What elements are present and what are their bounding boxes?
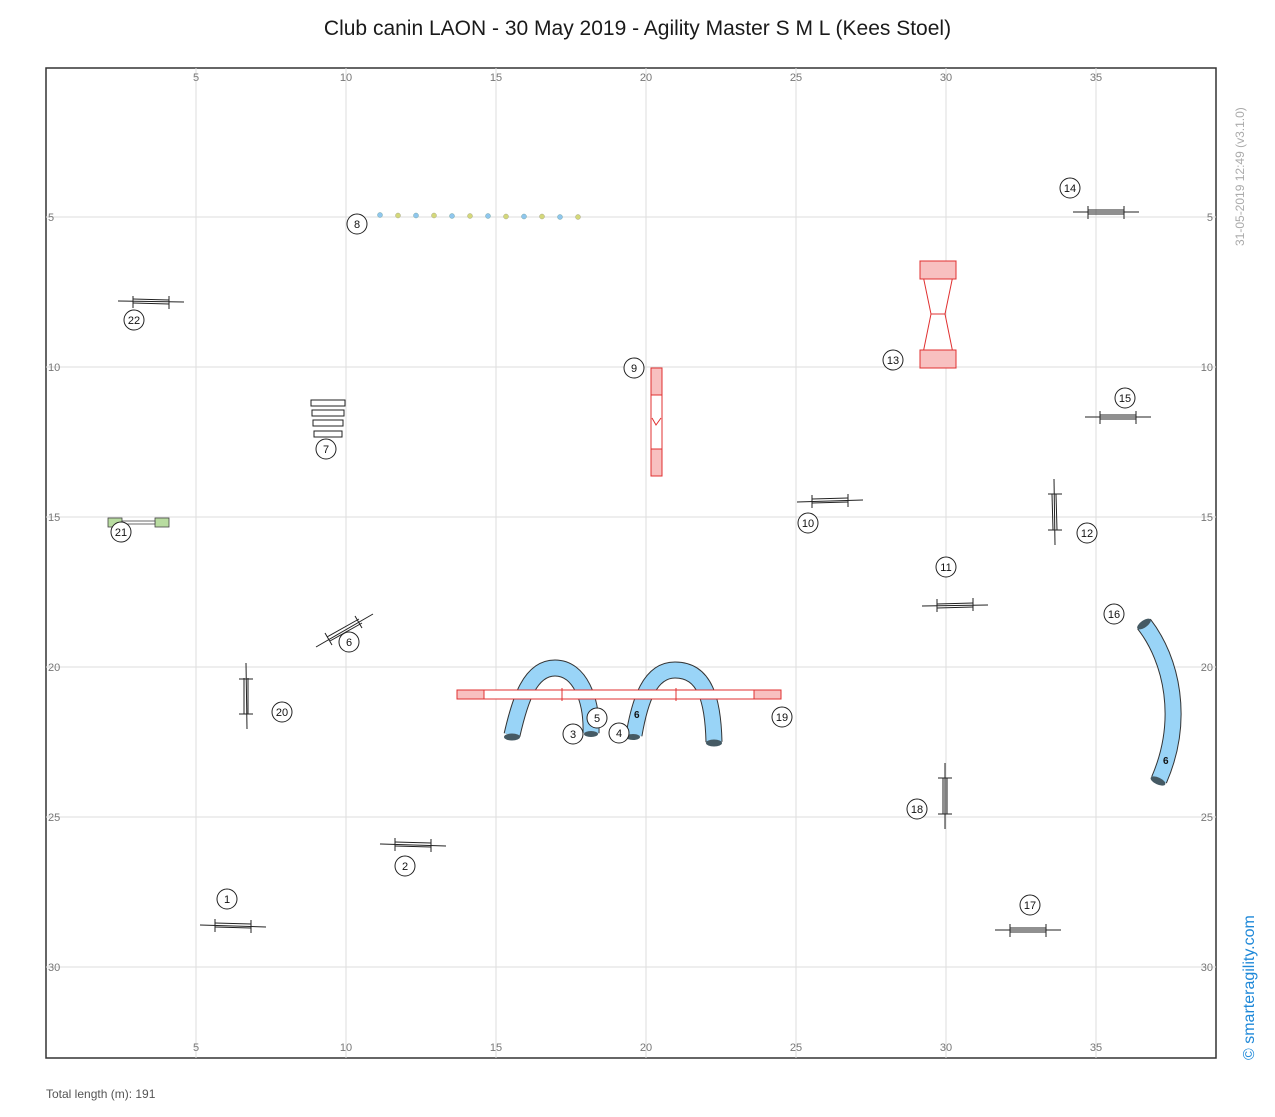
jump-obstacle [199,919,267,933]
obstacle-number-circle [623,357,645,379]
obstacle-number: 19 [776,712,788,724]
obstacle-number: 12 [1081,528,1093,540]
obstacle-number: 18 [911,804,923,816]
x-tick-bottom: 15 [490,1042,502,1054]
jump-obstacle [117,296,185,309]
obstacle-number-circle [346,213,368,235]
obstacle-number: 7 [323,444,329,456]
x-tick-bottom: 30 [940,1042,952,1054]
obstacle-number-circle [271,701,293,723]
jump-obstacle [796,494,864,508]
y-tick-left: 10 [48,362,60,374]
x-tick-bottom: 5 [193,1042,199,1054]
jump-obstacle [1073,206,1139,219]
obstacle-number-circle [394,855,416,877]
x-tick-top: 20 [640,72,652,84]
obstacle-number: 5 [594,713,600,725]
x-tick-bottom: 10 [340,1042,352,1054]
y-tick-right: 15 [1201,512,1213,524]
x-tick-top: 15 [490,72,502,84]
tunnel-length-label: 6 [1163,756,1169,767]
y-tick-right: 20 [1201,662,1213,674]
a-frame-obstacle [650,367,663,477]
obstacle-number-circle [1103,603,1125,625]
obstacle-number: 2 [402,861,408,873]
y-tick-left: 15 [48,512,60,524]
jump-obstacle [1085,411,1151,424]
obstacle-number-circle [1059,177,1081,199]
obstacle-number-circle [216,888,238,910]
obstacle-number: 14 [1064,183,1076,195]
obstacle-number-circle [1076,522,1098,544]
obstacle-number-circle [1114,387,1136,409]
obstacle-number-circle [797,512,819,534]
obstacle-number: 1 [224,894,230,906]
obstacle-number: 6 [346,637,352,649]
x-tick-top: 30 [940,72,952,84]
obstacle-number: 20 [276,707,288,719]
obstacle-number: 9 [631,363,637,375]
tunnel-length-label: 6 [634,710,640,721]
x-tick-top: 5 [193,72,199,84]
obstacle-number: 17 [1024,900,1036,912]
x-tick-bottom: 20 [640,1042,652,1054]
x-tick-top: 25 [790,72,802,84]
y-tick-right: 10 [1201,362,1213,374]
field-border [45,67,1217,1059]
obstacle-number-circle [123,309,145,331]
obstacle-number: 4 [616,728,622,740]
y-tick-right: 25 [1201,812,1213,824]
x-tick-top: 10 [340,72,352,84]
jump-obstacle [1048,478,1062,546]
jump-obstacle [921,598,989,612]
x-tick-top: 35 [1090,72,1102,84]
jump-obstacle [995,924,1061,937]
obstacle-number-circle [110,521,132,543]
jump-obstacle [239,662,253,730]
grid-lines [46,68,1216,1058]
obstacle-number: 21 [115,527,127,539]
y-tick-left: 25 [48,812,60,824]
dogwalk-obstacle [456,688,782,701]
obstacle-number-circle [338,631,360,653]
obstacle-number: 22 [128,315,140,327]
long-jump-obstacle [310,399,346,438]
y-tick-left: 20 [48,662,60,674]
obstacle-number: 13 [887,355,899,367]
tunnel-obstacle [503,659,600,741]
obstacle-number-circle [608,722,630,744]
obstacle-number: 11 [940,562,951,574]
jump-obstacle [938,763,952,829]
brand-link[interactable]: © smarteragility.com [1241,915,1258,1060]
obstacle-number-circle [771,706,793,728]
jump-obstacle [379,838,447,852]
obstacle-number-circle [315,438,337,460]
obstacle-number-circle [906,798,928,820]
tunnel-obstacle [625,661,723,747]
obstacle-number-circle [586,707,608,729]
course-title: Club canin LAON - 30 May 2019 - Agility … [323,17,952,40]
version-stamp: 31-05-2019 12:49 (v3.1.0) [1233,107,1247,246]
obstacle-number: 10 [802,518,814,530]
x-tick-bottom: 25 [790,1042,802,1054]
obstacle-number-circle [1019,894,1041,916]
y-tick-right: 5 [1207,212,1213,224]
obstacle-number: 3 [570,729,576,741]
tunnel-obstacle [1137,618,1182,786]
obstacle-number: 16 [1108,609,1120,621]
weave-poles-obstacle [377,212,581,220]
obstacle-number-circle [935,556,957,578]
obstacle-number: 15 [1119,393,1131,405]
obstacle-number: 8 [354,219,360,231]
total-length: Total length (m): 191 [46,1087,156,1101]
y-tick-left: 30 [48,962,60,974]
obstacle-number-circle [882,349,904,371]
obstacle-number-circle [562,723,584,745]
x-tick-bottom: 35 [1090,1042,1102,1054]
y-tick-right: 30 [1201,962,1213,974]
y-tick-left: 5 [48,212,54,224]
see-saw-obstacle [919,260,957,369]
